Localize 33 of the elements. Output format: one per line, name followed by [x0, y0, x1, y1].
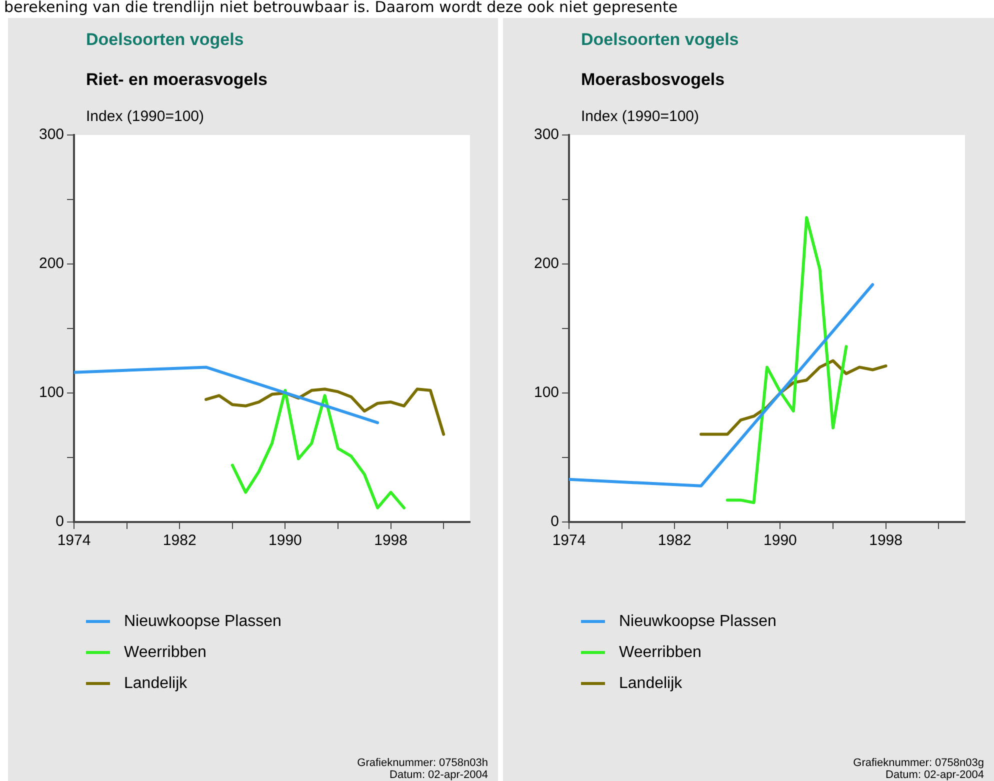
x-tick-label: 1998 — [374, 532, 408, 550]
text: berekening van die trendlijn niet betrouwbaar is. Daarom wordt deze ook niet gepresente — [4, 0, 678, 16]
chart-title: Doelsoorten vogels — [86, 30, 244, 50]
legend-label: Weerribben — [124, 644, 206, 662]
legend-label: Weerribben — [619, 644, 702, 662]
y-axis-title: Index (1990=100) — [86, 108, 204, 125]
legend-label: Landelijk — [619, 674, 682, 692]
x-tick-label: 1974 — [552, 532, 586, 550]
chart-title: Doelsoorten vogels — [581, 30, 739, 50]
x-tick-label: 1990 — [764, 532, 797, 550]
y-tick-label: 100 — [534, 384, 560, 402]
y-tick-label: 200 — [38, 255, 64, 272]
y-tick-label: 0 — [56, 513, 64, 530]
chart-subtitle: Riet- en moerasvogels — [86, 70, 268, 90]
y-tick-label: 300 — [534, 126, 560, 144]
text: Grafieknummer: 0758n03h — [357, 757, 488, 769]
x-tick-label: 1998 — [869, 532, 902, 550]
legend-label: Nieuwkoopse Plassen — [619, 612, 776, 630]
text: Grafieknummer: 0758n03g — [853, 757, 984, 769]
y-tick-label: 100 — [38, 384, 64, 402]
x-tick-label: 1990 — [268, 532, 302, 550]
text: Datum: 02-apr-2004 — [388, 769, 488, 781]
y-axis-title: Index (1990=100) — [581, 108, 700, 125]
text: Datum: 02-apr-2004 — [884, 769, 984, 781]
x-tick-label: 1982 — [162, 532, 196, 550]
y-tick-label: 200 — [534, 255, 560, 272]
x-tick-label: 1974 — [57, 532, 91, 550]
legend-label: Nieuwkoopse Plassen — [124, 612, 282, 630]
y-tick-label: 300 — [38, 126, 64, 144]
x-tick-label: 1982 — [658, 532, 692, 550]
legend-label: Landelijk — [124, 674, 188, 692]
y-tick-label: 0 — [550, 513, 560, 530]
chart-subtitle: Moerasbosvogels — [581, 70, 725, 90]
